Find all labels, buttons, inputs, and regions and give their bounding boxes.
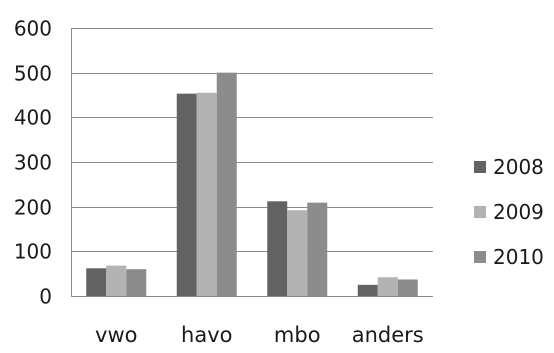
legend: 2008 2009 2010 [474,155,544,269]
bar-2008-anders [357,284,378,296]
y-tick-label: 0 [39,285,52,309]
bar-2008-vwo [86,268,107,296]
legend-swatch-2010 [474,251,486,263]
y-tick-label: 600 [14,17,52,41]
axes [71,28,433,297]
y-tick-label: 500 [14,62,52,86]
bar-2010-havo [216,72,237,297]
bar-2008-mbo [267,201,288,296]
bar-2008-havo [176,93,197,296]
y-tick-label: 300 [14,151,52,175]
y-tick-label: 200 [14,196,52,220]
y-tick-label: 100 [14,240,52,264]
bar-2010-vwo [126,269,147,296]
bar-2009-anders [377,277,398,296]
bar-2010-anders [397,279,418,296]
x-tick-labels: vwo havo mbo anders [95,323,424,347]
gridlines [71,28,433,252]
x-tick-label: anders [352,323,424,347]
y-tick-label: 400 [14,106,52,130]
legend-label-2010: 2010 [493,245,544,269]
x-tick-label: vwo [95,323,137,347]
legend-swatch-2009 [474,206,486,218]
bar-2010-mbo [307,202,328,296]
bar-2009-vwo [106,265,127,296]
bars [86,72,418,297]
legend-label-2008: 2008 [493,155,544,179]
y-tick-labels: 0 100 200 300 400 500 600 [14,17,52,309]
x-tick-label: mbo [274,323,321,347]
bar-2009-havo [196,92,217,297]
legend-label-2009: 2009 [493,200,544,224]
bar-2009-mbo [287,210,308,296]
x-tick-label: havo [181,323,232,347]
legend-swatch-2008 [474,161,486,173]
